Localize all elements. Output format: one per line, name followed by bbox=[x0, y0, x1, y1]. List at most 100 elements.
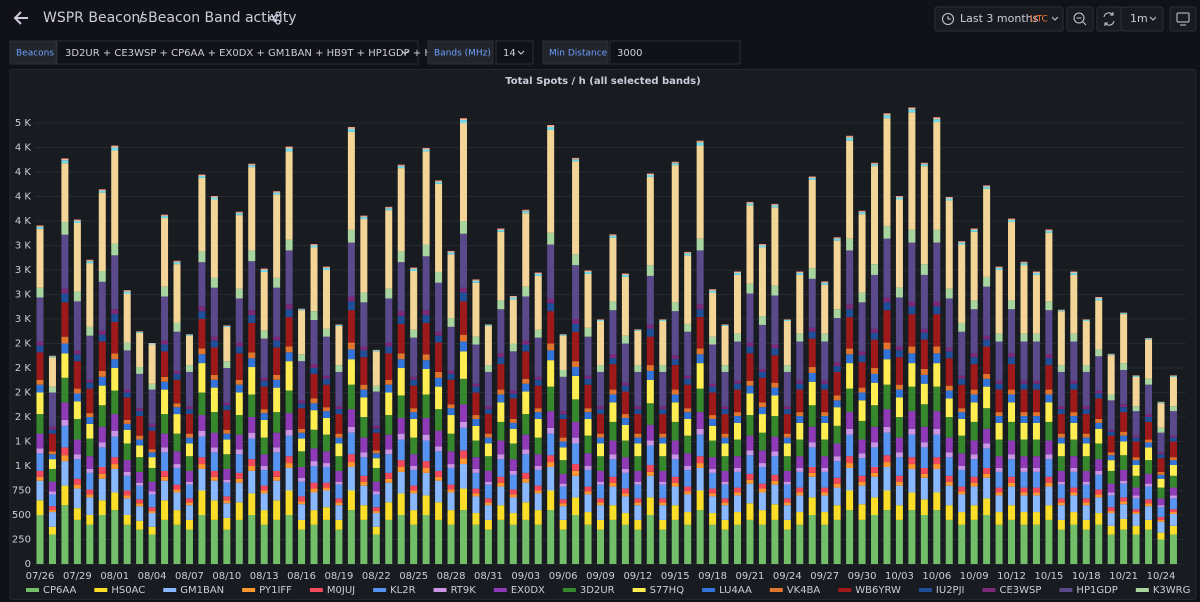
bar-segment bbox=[771, 474, 779, 481]
bar-segment bbox=[98, 478, 106, 501]
x-tick-label: 08/01 bbox=[100, 571, 129, 582]
bar-segment bbox=[1045, 459, 1053, 477]
bar-segment bbox=[945, 485, 953, 506]
legend-label[interactable]: PY1IFF bbox=[259, 585, 292, 596]
variable-select[interactable] bbox=[56, 40, 419, 65]
bar-segment bbox=[572, 319, 580, 324]
refresh-button[interactable] bbox=[1096, 6, 1122, 32]
bar-segment bbox=[148, 343, 156, 345]
bar-segment bbox=[684, 435, 692, 454]
bar-segment bbox=[671, 476, 679, 483]
bar-segment bbox=[871, 382, 879, 406]
bar-segment bbox=[559, 334, 567, 336]
bar-segment bbox=[484, 324, 492, 326]
bar-segment bbox=[360, 475, 368, 482]
bar-segment bbox=[459, 341, 467, 352]
refresh-interval[interactable] bbox=[1120, 6, 1164, 32]
bar-segment bbox=[559, 437, 567, 442]
bar-segment bbox=[908, 301, 916, 307]
legend-label[interactable]: HS0AC bbox=[111, 585, 145, 596]
share-icon[interactable] bbox=[269, 11, 281, 25]
bar-segment bbox=[310, 410, 318, 430]
legend-label[interactable]: GM1BAN bbox=[180, 585, 224, 596]
bar-segment bbox=[509, 418, 517, 423]
bar-segment bbox=[1107, 470, 1115, 484]
legend-label[interactable]: KL2R bbox=[390, 585, 415, 596]
bar-segment bbox=[335, 498, 343, 503]
bar-segment bbox=[1045, 476, 1053, 483]
zoom-out-button[interactable] bbox=[1066, 6, 1094, 32]
bar-segment bbox=[161, 340, 169, 345]
bar-segment bbox=[1132, 514, 1140, 526]
bar-segment bbox=[347, 466, 355, 491]
bar-segment bbox=[1008, 476, 1016, 483]
bar-segment bbox=[808, 177, 816, 180]
bar-segment bbox=[734, 487, 742, 493]
bar-segment bbox=[410, 485, 418, 491]
bar-segment bbox=[983, 346, 991, 374]
bar-segment bbox=[173, 407, 181, 415]
bar-segment bbox=[148, 526, 156, 535]
bar-segment bbox=[472, 386, 480, 393]
bar-segment bbox=[1120, 504, 1128, 519]
legend-label[interactable]: LU4AA bbox=[719, 585, 752, 596]
bar-segment bbox=[1120, 404, 1128, 408]
bar-segment bbox=[858, 420, 866, 440]
legend-label[interactable]: M0JUJ bbox=[327, 585, 355, 596]
legend-label[interactable]: K3WRG bbox=[1153, 585, 1191, 596]
bar-segment bbox=[1057, 433, 1065, 438]
bar-segment bbox=[684, 418, 692, 436]
bar-segment bbox=[1157, 471, 1165, 475]
bar-segment bbox=[1169, 460, 1177, 466]
bar-segment bbox=[310, 510, 318, 525]
bar-segment bbox=[796, 524, 804, 564]
bar-segment bbox=[1045, 519, 1053, 564]
bar-segment bbox=[484, 481, 492, 485]
bar-segment bbox=[298, 519, 306, 530]
legend-label[interactable]: WB6YRW bbox=[855, 585, 901, 596]
legend-label[interactable]: IU2PJI bbox=[936, 585, 965, 596]
bar-segment bbox=[821, 487, 829, 493]
tv-mode-button[interactable] bbox=[1169, 6, 1197, 32]
bar-segment bbox=[783, 470, 791, 482]
bar-segment bbox=[86, 260, 94, 262]
bar-segment bbox=[1157, 532, 1165, 540]
bar-segment bbox=[871, 405, 879, 427]
bar-segment bbox=[73, 350, 81, 355]
legend-label[interactable]: VK4BA bbox=[787, 585, 821, 596]
variable-input[interactable] bbox=[609, 40, 741, 65]
bar-segment bbox=[796, 380, 804, 384]
bar-segment bbox=[671, 355, 679, 360]
bar-segment bbox=[422, 322, 430, 355]
legend-label[interactable]: CE3WSP bbox=[999, 585, 1041, 596]
variable-select[interactable] bbox=[495, 40, 534, 65]
bar-segment bbox=[634, 470, 642, 482]
legend-label[interactable]: EX0DX bbox=[511, 585, 545, 596]
bar-segment bbox=[983, 335, 991, 340]
bar-segment bbox=[846, 434, 854, 457]
bar-segment bbox=[1032, 341, 1040, 381]
bar-segment bbox=[1107, 435, 1115, 453]
bar-segment bbox=[920, 383, 928, 405]
bar-segment bbox=[86, 423, 94, 439]
legend-label[interactable]: HP1GDP bbox=[1076, 585, 1117, 596]
bar-segment bbox=[148, 449, 156, 453]
bar-segment bbox=[995, 524, 1003, 564]
time-picker[interactable] bbox=[934, 6, 1064, 32]
bar-segment bbox=[310, 398, 318, 404]
bar-segment bbox=[584, 384, 592, 409]
legend-label[interactable]: S77HQ bbox=[650, 585, 685, 596]
bar-segment bbox=[895, 350, 903, 358]
legend-label[interactable]: RT9K bbox=[451, 585, 477, 596]
bar-segment bbox=[360, 519, 368, 564]
legend-label[interactable]: 3D2UR bbox=[580, 585, 615, 596]
bar-segment bbox=[248, 438, 256, 460]
back-button[interactable] bbox=[13, 11, 28, 25]
dashboard-folder[interactable]: WSPR Beacons bbox=[43, 10, 148, 26]
bar-segment bbox=[646, 275, 654, 325]
legend-label[interactable]: CP6AA bbox=[43, 585, 76, 596]
bar-segment bbox=[808, 515, 816, 564]
bar-segment bbox=[970, 353, 978, 358]
bar-segment bbox=[734, 416, 742, 423]
bar-segment bbox=[522, 414, 530, 435]
